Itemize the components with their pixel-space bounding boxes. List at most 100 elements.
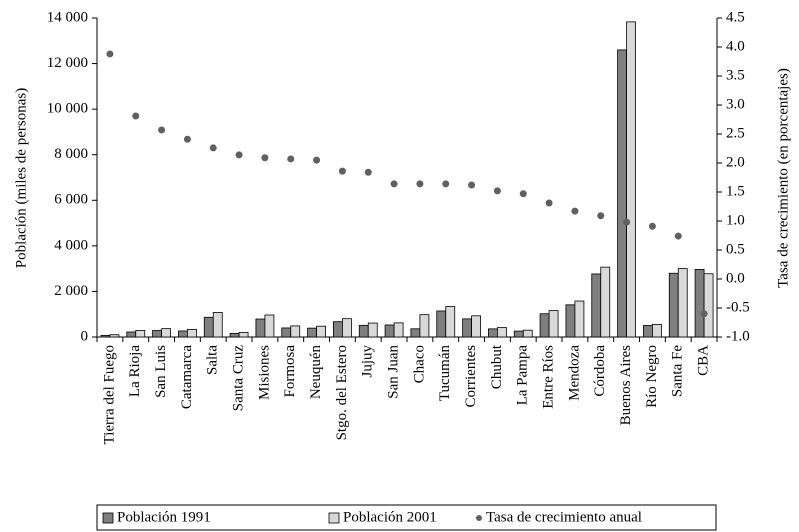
bar [574, 300, 585, 338]
x-tick-label: Corrientes [463, 345, 479, 408]
bar [255, 318, 266, 338]
x-tick-label: Tierra del Fuego [101, 345, 117, 444]
bar [522, 329, 533, 338]
bar [652, 323, 662, 338]
bar [281, 327, 292, 338]
y-tick-label: 0 [81, 328, 89, 344]
x-tick-label: Entre Ríos [541, 345, 557, 409]
x-tick-label: Córdoba [592, 345, 608, 397]
x-tick-label: Buenos Aires [618, 345, 634, 426]
y2-axis-label: Tasa de crecimiento (en porcentajes) [775, 68, 791, 288]
dot [209, 144, 217, 152]
legend-box [96, 504, 717, 531]
legend-label: Tasa de crecimiento anual [486, 509, 642, 525]
dot [183, 135, 191, 143]
y2-tick-label: 1.0 [726, 212, 745, 228]
bar [384, 324, 395, 338]
y-tick-label: 4 000 [54, 237, 88, 253]
bar [316, 325, 326, 338]
bar [152, 330, 162, 338]
bar [488, 328, 498, 338]
y-tick-label: 14 000 [47, 9, 88, 25]
y2-tick-label: 0.5 [726, 241, 745, 257]
x-tick-label: Jujuy [360, 345, 376, 378]
dot [390, 180, 398, 188]
bar [497, 327, 507, 338]
bar [703, 273, 714, 338]
bar [513, 330, 524, 338]
y-tick-label: 12 000 [47, 55, 88, 71]
y-tick-label: 10 000 [47, 101, 88, 117]
x-tick-label: San Juan [386, 345, 402, 399]
dot [623, 218, 631, 226]
x-tick-label: Santa Fe [670, 345, 686, 397]
dot [416, 180, 424, 188]
y2-tick-label: 1.5 [726, 183, 745, 199]
bar [161, 328, 171, 338]
y-tick-label: 6 000 [54, 192, 88, 208]
bar [419, 314, 430, 338]
bar [290, 325, 301, 338]
y2-tick-label: 2.0 [726, 154, 745, 170]
bar [643, 325, 653, 338]
bar [471, 315, 481, 338]
bar [626, 21, 636, 338]
bar [100, 335, 111, 338]
dot [364, 168, 372, 176]
bar [617, 49, 627, 338]
x-tick-label: Neuquén [308, 345, 324, 400]
y2-tick-label: 2.5 [726, 125, 745, 141]
bar [333, 321, 343, 338]
dot [106, 50, 114, 58]
bar [358, 324, 369, 338]
x-tick-label: Mendoza [566, 345, 582, 401]
bar [539, 313, 550, 338]
x-tick-label: La Pampa [515, 345, 531, 406]
bar [393, 322, 404, 338]
x-tick-label: CBA [696, 345, 712, 376]
dot [132, 112, 140, 120]
dot [287, 155, 295, 163]
bar [367, 322, 378, 338]
bar [668, 272, 679, 338]
bar [565, 304, 576, 338]
legend-label: Población 1991 [117, 509, 211, 525]
x-tick-label: Chaco [411, 345, 427, 383]
bar [187, 328, 197, 338]
dot [493, 187, 501, 195]
y2-tick-label: 4.0 [726, 38, 745, 54]
bar [178, 330, 188, 338]
x-tick-label: Formosa [282, 345, 298, 398]
dot [442, 180, 450, 188]
bar [600, 266, 611, 338]
dot [648, 222, 656, 230]
x-tick-label: Chubut [489, 344, 505, 389]
y2-tick-label: 4.5 [726, 9, 745, 25]
x-tick-label: Stgo. del Estero [334, 345, 350, 440]
bar [436, 310, 447, 338]
bar [462, 318, 472, 338]
x-tick-label: Río Negro [644, 345, 660, 408]
dot [158, 126, 166, 134]
y-tick-label: 2 000 [54, 283, 88, 299]
bar [135, 329, 146, 338]
bar [410, 328, 421, 338]
bar [548, 310, 559, 338]
legend-label: Población 2001 [343, 509, 437, 525]
x-tick-label: San Luis [153, 345, 169, 398]
x-tick-label: La Rioja [127, 345, 143, 397]
y2-tick-label: 3.0 [726, 96, 745, 112]
y-tick-label: 8 000 [54, 146, 88, 162]
y-axis-label: Población (miles de personas) [13, 88, 29, 268]
bar [212, 312, 223, 338]
bar [238, 332, 249, 338]
dot [261, 154, 269, 162]
bar [342, 318, 352, 338]
bar [126, 331, 137, 338]
y2-tick-label: -1.0 [726, 328, 750, 344]
y2-tick-label: 3.5 [726, 67, 745, 83]
bar [109, 334, 120, 338]
x-tick-label: Salta [205, 345, 221, 375]
bar [591, 273, 602, 338]
